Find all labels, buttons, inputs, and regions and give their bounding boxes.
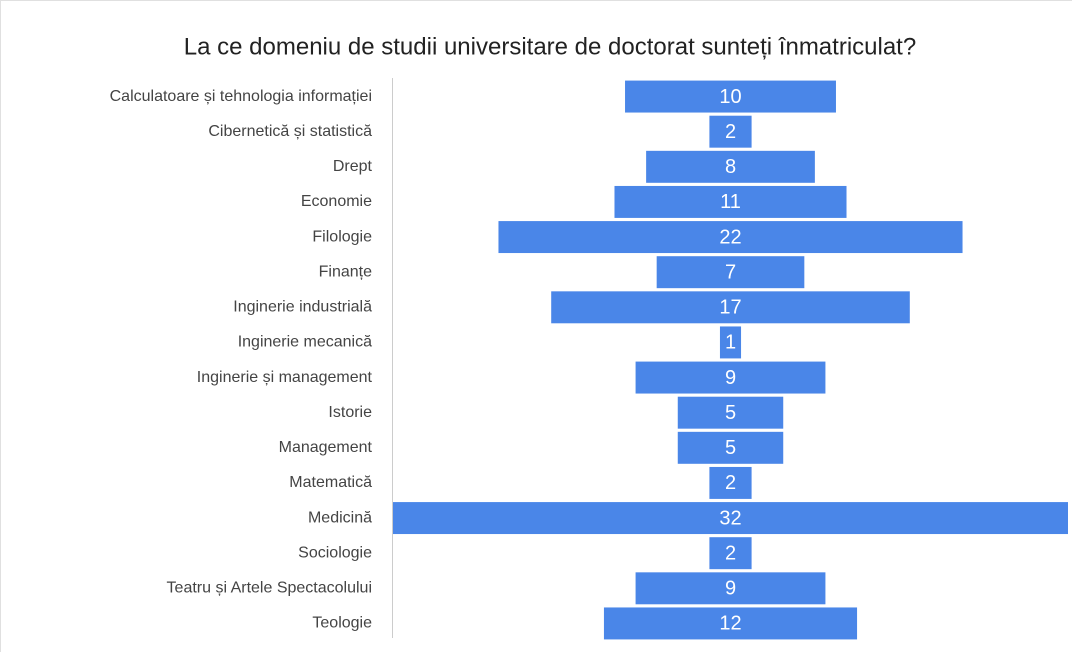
category-label: Calculatoare și tehnologia informației	[110, 88, 372, 105]
bar	[393, 502, 1068, 535]
value-label: 12	[719, 613, 741, 635]
value-label: 17	[719, 297, 741, 319]
category-label: Management	[279, 439, 373, 456]
category-label: Economie	[301, 193, 372, 210]
category-label: Sociologie	[298, 544, 372, 561]
bar	[498, 221, 963, 254]
bar	[551, 291, 910, 324]
value-label: 1	[725, 332, 736, 354]
category-label: Matematică	[289, 474, 372, 491]
category-label: Inginerie industrială	[233, 299, 372, 316]
bar	[625, 80, 836, 113]
value-label: 8	[725, 156, 736, 178]
chart-title: La ce domeniu de studii universitare de …	[184, 33, 916, 60]
bar	[719, 326, 742, 359]
category-label: Cibernetică și statistică	[208, 123, 372, 140]
value-label: 10	[719, 86, 741, 108]
bar	[635, 361, 826, 394]
bar	[646, 150, 815, 183]
category-label: Teologie	[312, 615, 372, 632]
category-label: Filologie	[312, 228, 372, 245]
value-label: 32	[719, 507, 741, 529]
category-label: Medicină	[308, 509, 372, 526]
bar	[603, 607, 858, 640]
bar	[709, 115, 752, 148]
category-label: Inginerie și management	[197, 369, 373, 386]
value-label: 22	[719, 226, 741, 248]
category-label: Teatru și Artele Spectacolului	[167, 580, 372, 597]
value-label: 2	[725, 121, 736, 143]
value-label: 9	[725, 578, 736, 600]
bar	[656, 256, 805, 289]
bar	[635, 572, 826, 605]
category-label: Finanțe	[319, 263, 372, 280]
bar	[709, 537, 752, 570]
value-label: 5	[725, 402, 736, 424]
bar	[677, 396, 784, 429]
category-label: Drept	[333, 158, 373, 175]
value-label: 2	[725, 472, 736, 494]
bar	[709, 466, 752, 499]
bar	[677, 431, 784, 464]
value-label: 5	[725, 437, 736, 459]
value-label: 11	[720, 191, 741, 213]
bar	[614, 185, 847, 218]
value-label: 9	[725, 367, 736, 389]
category-label: Istorie	[328, 404, 372, 421]
value-label: 7	[725, 261, 736, 283]
value-label: 2	[725, 542, 736, 564]
category-label: Inginerie mecanică	[238, 334, 372, 351]
